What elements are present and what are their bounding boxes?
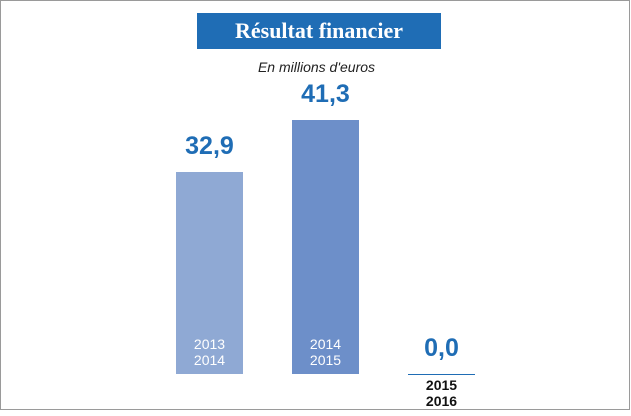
- chart-title: Résultat financier: [197, 13, 441, 49]
- value-label: 41,3: [301, 80, 350, 108]
- bar: [408, 374, 475, 375]
- x-tick-label: 2014 2015: [309, 336, 342, 368]
- x-tick-label: 2015 2016: [425, 377, 458, 409]
- chart-subtitle: En millions d'euros: [257, 59, 376, 75]
- bar: [292, 120, 359, 374]
- value-label: 32,9: [185, 131, 234, 160]
- x-tick-label: 2013 2014: [193, 336, 226, 368]
- value-label: 0,0: [424, 334, 459, 362]
- bar: [176, 171, 243, 374]
